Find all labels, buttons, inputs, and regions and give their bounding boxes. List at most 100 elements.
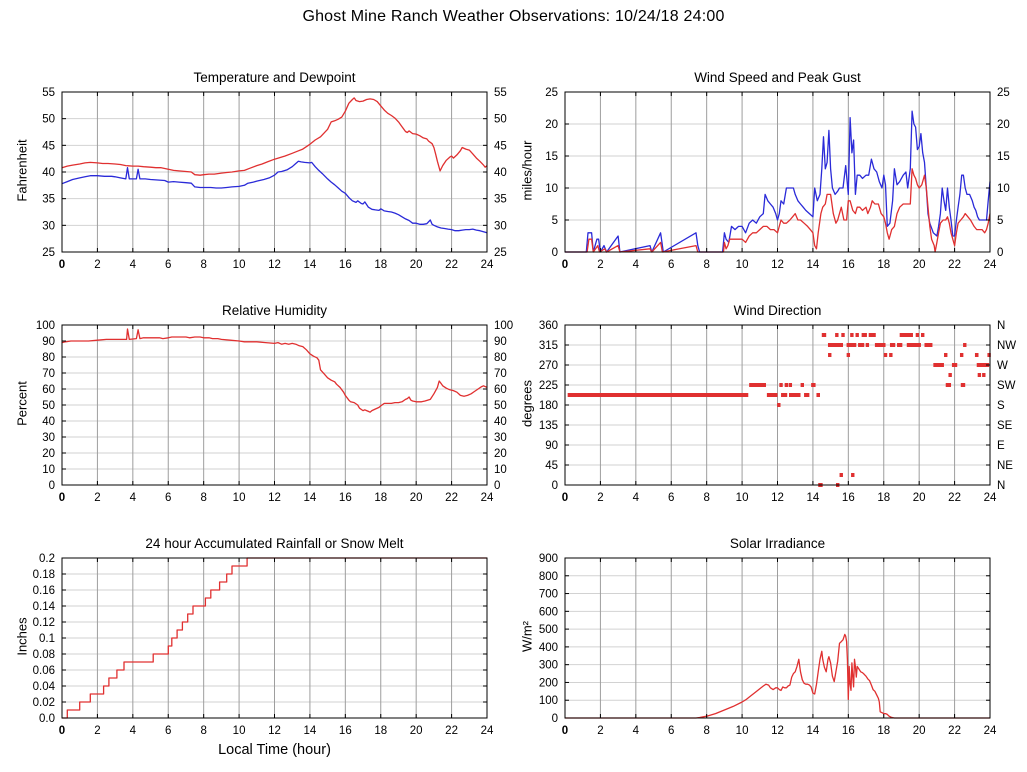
relative-humidity-right-tick-label: 0 (494, 480, 500, 492)
wind-direction-x-tick-label: 0 (562, 492, 568, 504)
temperature-dewpoint-right-tick-label: 45 (494, 140, 507, 152)
wind-direction-chart-canvas: 0 2 4 6 8 10 12 14 16 18 20 22 240459013518022527031… (539, 320, 1016, 504)
relative-humidity-x-tick-label: 16 (339, 492, 352, 504)
wind-direction-y-tick-label: 0 (552, 480, 558, 492)
wind-direction-x-tick-label: 16 (842, 492, 855, 504)
solar-irradiance-x-tick-label: 0 (562, 725, 568, 737)
solar-irradiance-x-tick-label: 14 (807, 725, 820, 737)
wind-speed-gust-x-tick-label: 16 (842, 259, 855, 271)
solar-irradiance-chart-canvas: 0 2 4 6 8 10 12 14 16 18 20 22 240100200300400500600… (539, 553, 997, 737)
wind-direction-y-tick-label: 270 (539, 360, 558, 372)
wind-speed-gust-y-tick-label: 10 (545, 183, 558, 195)
wind-speed-gust-y-tick-label: 20 (545, 119, 558, 131)
wind-speed-gust-chart-title: Wind Speed and Peak Gust (694, 70, 861, 85)
temperature-dewpoint-x-tick-label: 4 (130, 259, 137, 271)
temperature-dewpoint-x-tick-label: 24 (481, 259, 494, 271)
temperature-dewpoint-y-tick-label: 30 (42, 220, 55, 232)
relative-humidity-right-tick-label: 80 (494, 352, 507, 364)
rainfall-x-axis-label: Local Time (hour) (218, 742, 331, 758)
rainfall-y-tick-label: 0.06 (33, 665, 55, 677)
temperature-dewpoint-x-tick-label: 12 (268, 259, 281, 271)
relative-humidity-x-tick-label: 8 (200, 492, 206, 504)
temperature-dewpoint-x-tick-label: 22 (445, 259, 458, 271)
temperature-dewpoint-x-tick-label: 16 (339, 259, 352, 271)
wind-speed-gust-x-tick-label: 4 (633, 259, 640, 271)
relative-humidity-x-tick-label: 2 (94, 492, 100, 504)
relative-humidity-x-tick-label: 10 (233, 492, 246, 504)
wind-direction-right-tick-label: W (997, 360, 1008, 372)
page-title: Ghost Mine Ranch Weather Observations: 1… (302, 8, 725, 25)
wind-speed-gust-x-tick-label: 20 (913, 259, 926, 271)
wind-direction-y-tick-label: 135 (539, 420, 558, 432)
wind-speed-gust-right-tick-label: 5 (997, 215, 1003, 227)
temperature-dewpoint-x-tick-label: 6 (165, 259, 171, 271)
temperature-dewpoint-chart-title: Temperature and Dewpoint (193, 70, 356, 85)
relative-humidity-x-tick-label: 24 (481, 492, 494, 504)
wind-speed-gust-right-tick-label: 15 (997, 151, 1010, 163)
rainfall-x-tick-label: 22 (445, 725, 458, 737)
temperature-dewpoint-right-tick-label: 25 (494, 247, 507, 259)
relative-humidity-y-tick-label: 70 (42, 368, 55, 380)
wind-direction-right-tick-label: N (997, 320, 1005, 332)
temperature-dewpoint-x-tick-label: 2 (94, 259, 100, 271)
rainfall-chart: 24 hour Accumulated Rainfall or Snow Mel… (0, 526, 513, 772)
wind-direction-right-tick-label: SE (997, 420, 1013, 432)
relative-humidity-right-tick-label: 50 (494, 400, 507, 412)
temperature-dewpoint-y-tick-label: 35 (42, 194, 55, 206)
relative-humidity-right-tick-label: 20 (494, 448, 507, 460)
relative-humidity-right-tick-label: 70 (494, 368, 507, 380)
wind-direction-right-tick-label: SW (997, 380, 1016, 392)
wind-direction-right-tick-label: E (997, 440, 1005, 452)
solar-irradiance-chart: Solar Irradiance W/m² 0 2 4 6 8 10 12 14 16 18 20 22 2… (513, 526, 1027, 772)
rainfall-x-tick-label: 4 (130, 725, 137, 737)
solar-irradiance-y-tick-label: 100 (539, 695, 558, 707)
temperature-dewpoint-x-tick-label: 18 (374, 259, 387, 271)
wind-direction-right-tick-label: N (997, 480, 1005, 492)
relative-humidity-x-tick-label: 12 (268, 492, 281, 504)
wind-direction-y-tick-label: 225 (539, 380, 558, 392)
wind-speed-gust-x-tick-label: 12 (771, 259, 784, 271)
rainfall-x-tick-label: 14 (304, 725, 317, 737)
solar-irradiance-x-tick-label: 18 (877, 725, 890, 737)
temperature-dewpoint-x-tick-label: 10 (233, 259, 246, 271)
solar-irradiance-y-tick-label: 500 (539, 624, 558, 636)
wind-direction-x-tick-label: 12 (771, 492, 784, 504)
wind-speed-gust-x-tick-label: 8 (703, 259, 709, 271)
relative-humidity-y-tick-label: 40 (42, 416, 55, 428)
solar-irradiance-chart-title: Solar Irradiance (729, 536, 826, 551)
relative-humidity-right-tick-label: 30 (494, 432, 507, 444)
solar-irradiance-x-tick-label: 24 (984, 725, 997, 737)
wind-direction-x-tick-label: 24 (984, 492, 997, 504)
temperature-dewpoint-y-tick-label: 45 (42, 140, 55, 152)
solar-irradiance-x-tick-label: 12 (771, 725, 784, 737)
relative-humidity-x-tick-label: 0 (59, 492, 65, 504)
solar-irradiance-x-tick-label: 4 (633, 725, 640, 737)
wind-direction-x-tick-label: 4 (633, 492, 640, 504)
relative-humidity-y-tick-label: 10 (42, 464, 55, 476)
relative-humidity-x-tick-label: 14 (304, 492, 317, 504)
solar-irradiance-y-tick-label: 0 (552, 713, 558, 725)
relative-humidity-chart: Relative Humidity Percent 0 2 4 6 8 10 12 14 16 18 2… (0, 293, 514, 515)
relative-humidity-right-tick-label: 90 (494, 336, 507, 348)
relative-humidity-x-tick-label: 18 (374, 492, 387, 504)
wind-speed-gust-x-tick-label: 18 (877, 259, 890, 271)
temperature-dewpoint-right-tick-label: 30 (494, 220, 507, 232)
wind-speed-gust-y-tick-label: 15 (545, 151, 558, 163)
solar-irradiance-x-tick-label: 8 (703, 725, 709, 737)
wind-speed-gust-x-tick-label: 14 (807, 259, 820, 271)
solar-irradiance-x-tick-label: 6 (668, 725, 674, 737)
wind-speed-gust-right-tick-label: 10 (997, 183, 1010, 195)
temperature-dewpoint-right-tick-label: 40 (494, 167, 507, 179)
rainfall-x-tick-label: 24 (481, 725, 494, 737)
wind-speed-gust-right-tick-label: 25 (997, 87, 1010, 99)
temperature-dewpoint-x-tick-label: 8 (200, 259, 206, 271)
wind-speed-gust-x-tick-label: 6 (668, 259, 674, 271)
rainfall-y-tick-label: 0.2 (39, 553, 55, 565)
wind-direction-y-tick-label: 90 (545, 440, 558, 452)
solar-irradiance-y-tick-label: 800 (539, 571, 558, 583)
solar-irradiance-y-tick-label: 600 (539, 606, 558, 618)
relative-humidity-y-tick-label: 20 (42, 448, 55, 460)
relative-humidity-chart-canvas: 0 2 4 6 8 10 12 14 16 18 20 22 240102030405060708090… (36, 320, 513, 504)
rainfall-y-tick-label: 0.14 (33, 601, 56, 613)
